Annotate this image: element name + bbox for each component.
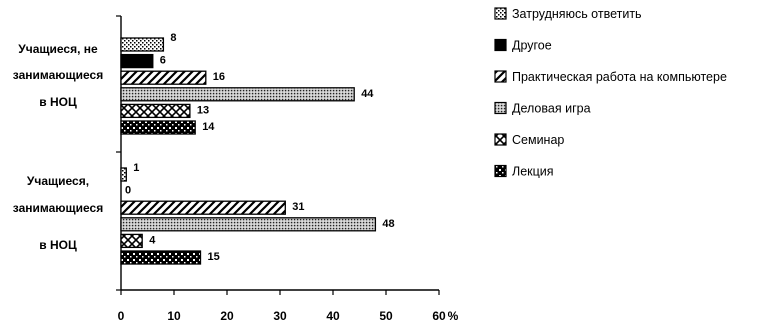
data-label: 31	[292, 201, 304, 213]
x-tick-label: 20	[220, 309, 234, 323]
bar	[120, 37, 165, 52]
legend-entry: Затрудняюсь ответить	[512, 7, 642, 21]
data-label: 1	[133, 162, 139, 174]
x-tick-label: 30	[273, 309, 287, 323]
category-label: занимающиеся	[13, 201, 103, 215]
legend-swatch	[494, 133, 507, 146]
bar	[120, 103, 191, 119]
data-label: 16	[213, 71, 225, 83]
x-tick-label: 50	[379, 309, 393, 323]
x-tick-label: 10	[167, 309, 181, 323]
bar	[120, 70, 207, 85]
data-label: 44	[361, 88, 374, 100]
bar	[120, 250, 202, 265]
tick-labels: 0 10 20 30 40 50 60%	[118, 309, 459, 323]
bar	[120, 87, 355, 102]
legend-entry: Другое	[512, 39, 552, 53]
legend-entry: Семинар	[512, 133, 564, 147]
bar	[120, 53, 154, 69]
category-label: в НОЦ	[39, 95, 77, 109]
data-label: 48	[382, 218, 394, 230]
legend-entry: Лекция	[512, 165, 554, 179]
x-tick-label: 60	[432, 309, 446, 323]
category-label: занимающиеся	[13, 68, 103, 82]
x-tick-label: 40	[326, 309, 340, 323]
bar	[120, 167, 127, 182]
legend: Затрудняюсь ответить Другое Практическая р…	[494, 7, 727, 179]
legend-swatch	[494, 101, 507, 115]
category-label: Учащиеся, не	[18, 42, 98, 56]
legend-swatch	[494, 70, 507, 83]
category-labels: Учащиеся, не занимающиеся в НОЦ Учащиеся, за…	[13, 42, 103, 252]
data-label: 6	[160, 55, 166, 67]
legend-swatch	[494, 7, 507, 20]
legend-entry: Деловая игра	[512, 102, 591, 116]
bars	[120, 37, 377, 265]
data-label: 15	[208, 251, 220, 263]
legend-swatch	[494, 38, 507, 52]
bar	[120, 233, 143, 249]
bar	[120, 217, 377, 232]
bar	[120, 200, 286, 215]
data-label: 8	[170, 32, 176, 44]
legend-entry: Практическая работа на компьютере	[512, 70, 727, 84]
category-label: Учащиеся,	[27, 174, 89, 188]
data-label: 4	[149, 234, 156, 246]
category-label: в НОЦ	[39, 238, 77, 252]
data-label: 13	[197, 104, 209, 116]
data-label: 14	[202, 121, 215, 133]
x-axis-unit: %	[448, 309, 459, 323]
bar	[120, 120, 196, 135]
legend-swatch	[494, 164, 507, 178]
data-label: 0	[125, 185, 131, 197]
x-tick-label: 0	[118, 309, 125, 323]
